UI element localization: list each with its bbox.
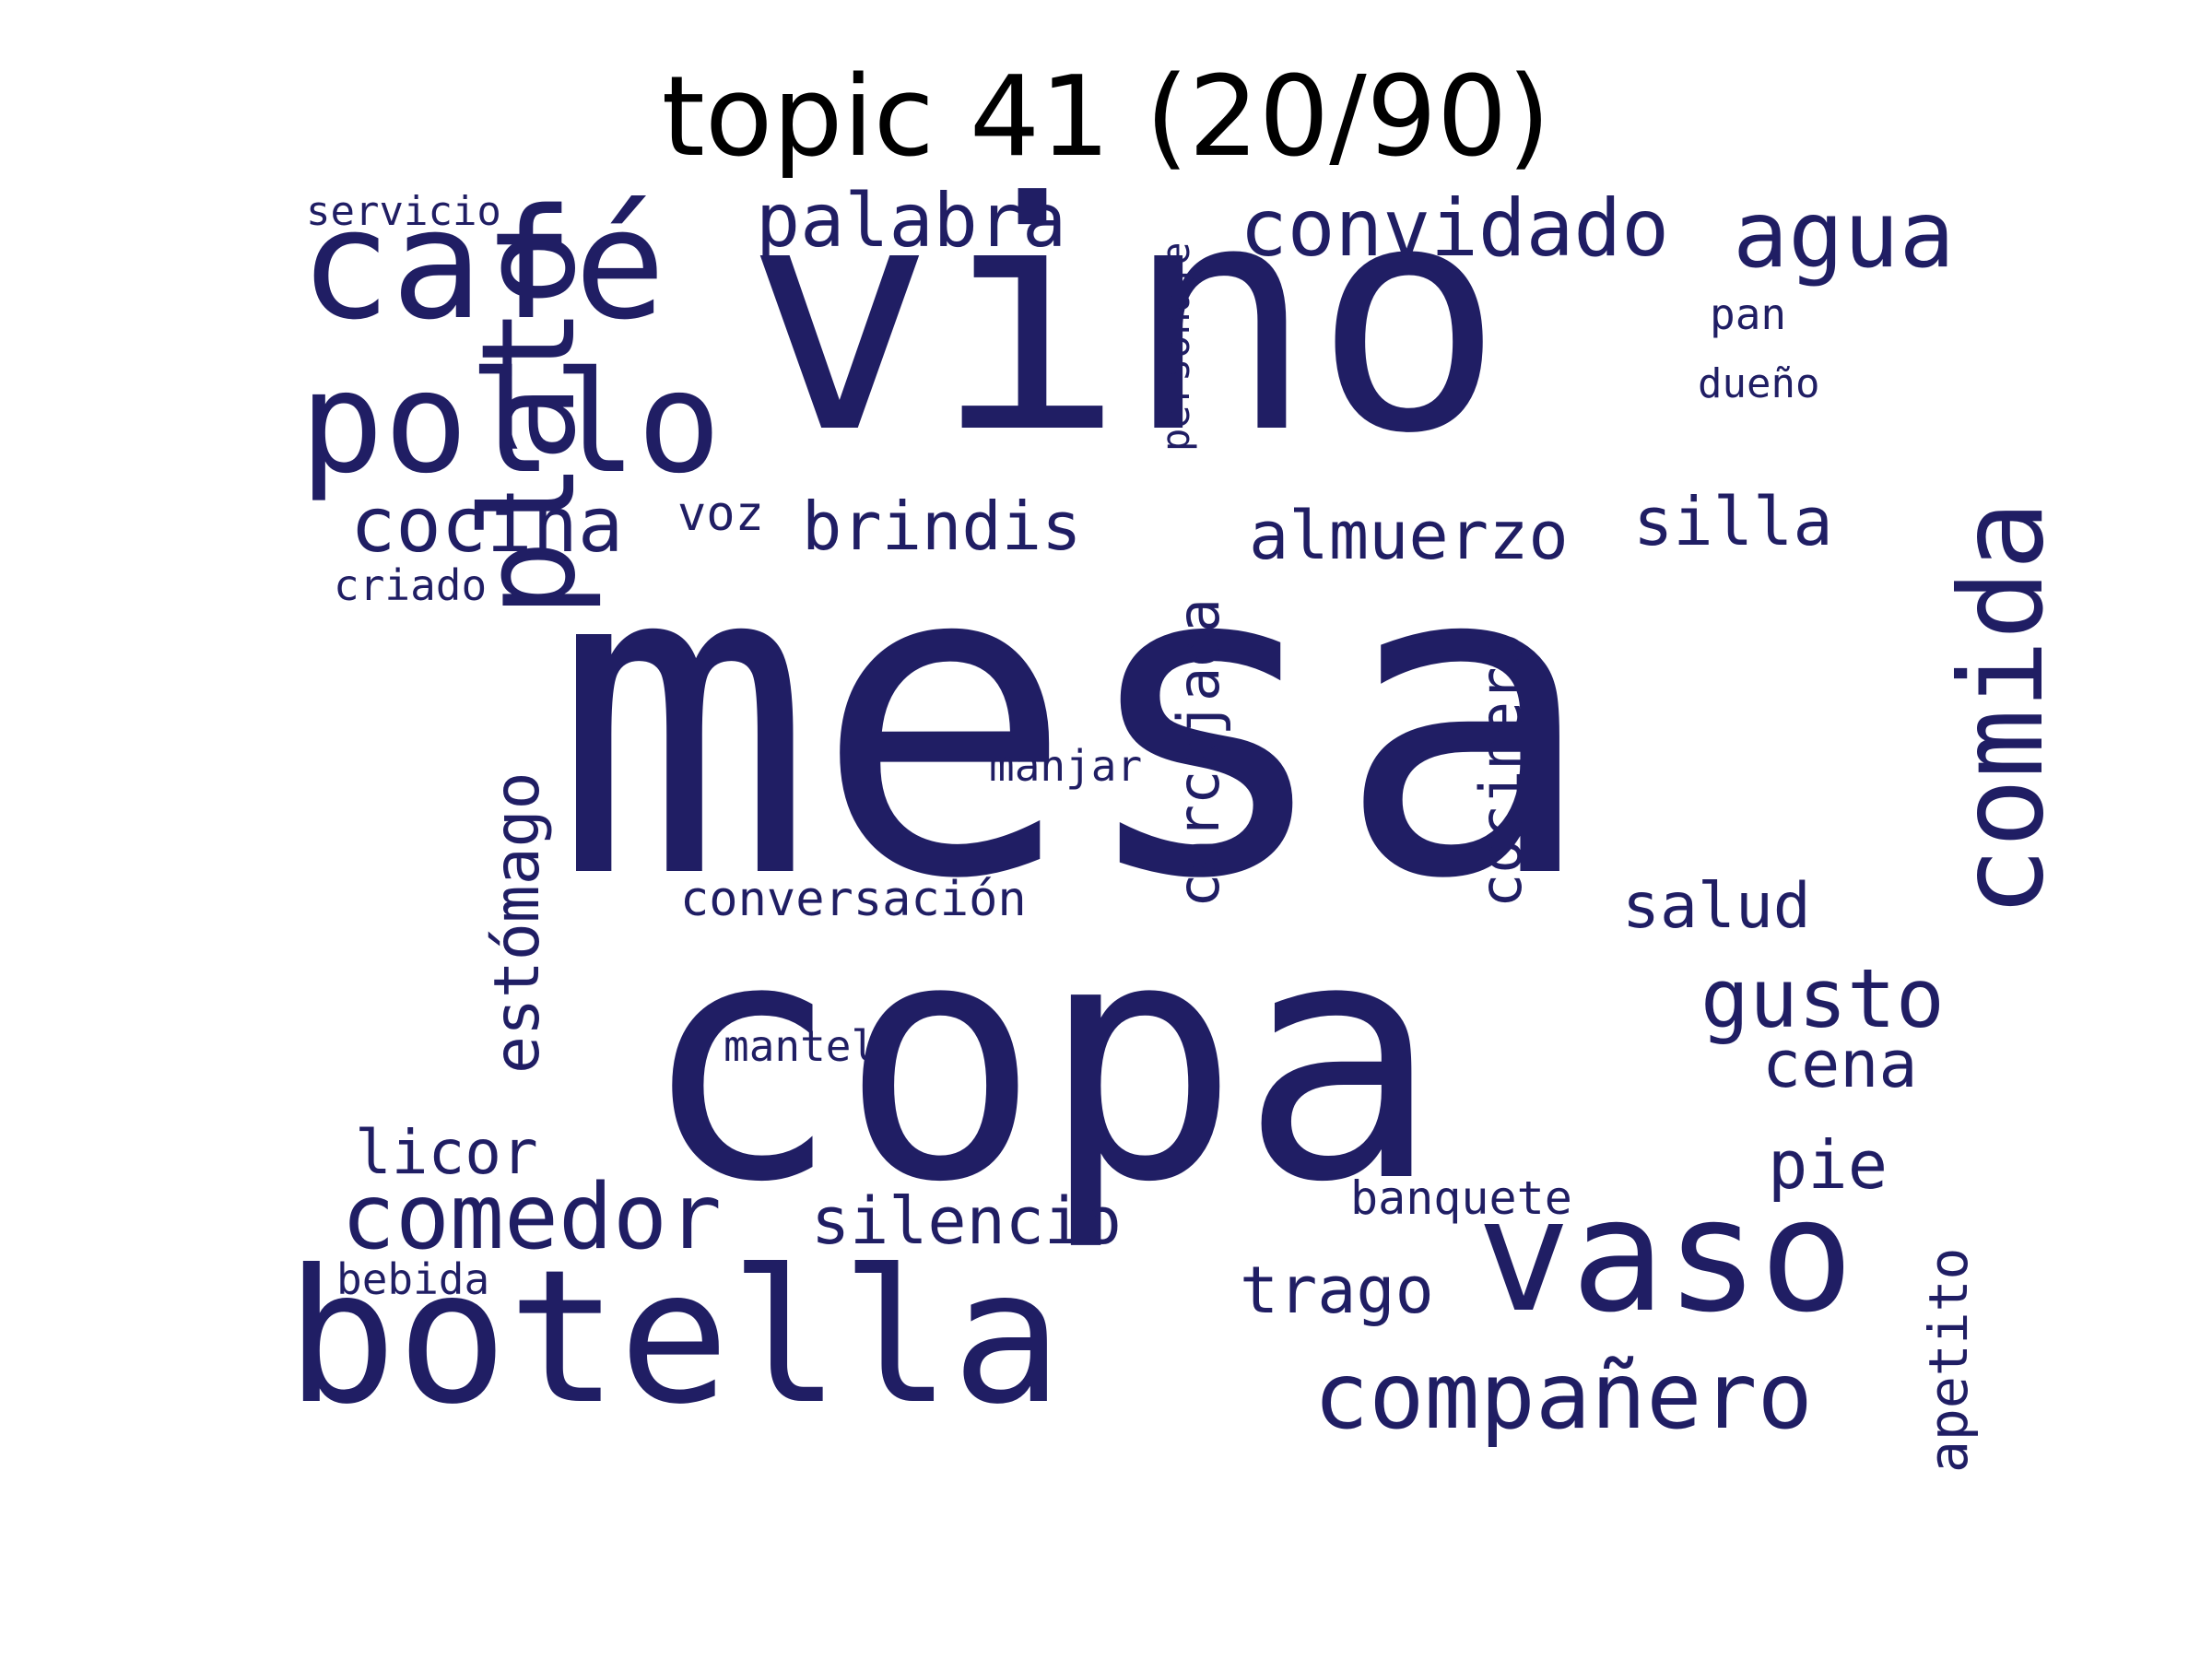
word-apetito: apetito — [1917, 1247, 1980, 1473]
word-companero: compañero — [1313, 1342, 1813, 1450]
word-pollo: pollo — [300, 341, 722, 504]
word-criado: criado — [334, 560, 488, 610]
word-comedor: comedor — [341, 1165, 723, 1270]
word-cocina: cocina — [350, 482, 624, 570]
word-botella: botella — [286, 1230, 1063, 1445]
word-silla: silla — [1633, 483, 1833, 560]
word-palabra: palabra — [756, 178, 1067, 264]
word-agua: agua — [1733, 181, 1955, 288]
word-pan: pan — [1710, 289, 1787, 339]
word-carcajada: carcajada — [1165, 598, 1232, 908]
word-pie: pie — [1768, 1126, 1888, 1204]
word-vino: vino — [745, 135, 1504, 502]
word-conversacion: conversación — [680, 872, 1027, 927]
word-vaso: vaso — [1477, 1165, 1854, 1347]
word-servicio: servicio — [306, 188, 501, 235]
word-cena: cena — [1762, 1027, 1918, 1102]
word-almuerzo: almuerzo — [1249, 497, 1569, 574]
word-voz: voz — [677, 487, 764, 542]
word-silencio: silencio — [811, 1183, 1123, 1259]
word-brindis: brindis — [802, 488, 1082, 565]
chart-title: topic 41 (20/90) — [661, 53, 1551, 182]
word-cafe: café — [300, 176, 666, 353]
word-mantel: mantel — [724, 1021, 877, 1071]
word-trago: trago — [1240, 1253, 1434, 1328]
word-banquete: banquete — [1350, 1171, 1572, 1225]
word-mesa: mesa — [553, 469, 1596, 973]
word-manjar: manjar — [989, 741, 1143, 791]
word-licor: licor — [355, 1117, 538, 1188]
word-personaje: personaje — [1153, 241, 1198, 452]
word-comida: comida — [1936, 500, 2069, 917]
word-cocinero: cocinero — [1467, 632, 1535, 908]
word-estomago: estómago — [481, 771, 554, 1074]
word-bebida: bebida — [336, 1254, 490, 1304]
word-convidado: convidado — [1240, 182, 1669, 275]
word-salud: salud — [1622, 870, 1811, 943]
word-copa: copa — [641, 868, 1440, 1254]
word-gusto: gusto — [1700, 951, 1945, 1046]
word-dueno: dueño — [1698, 360, 1820, 407]
